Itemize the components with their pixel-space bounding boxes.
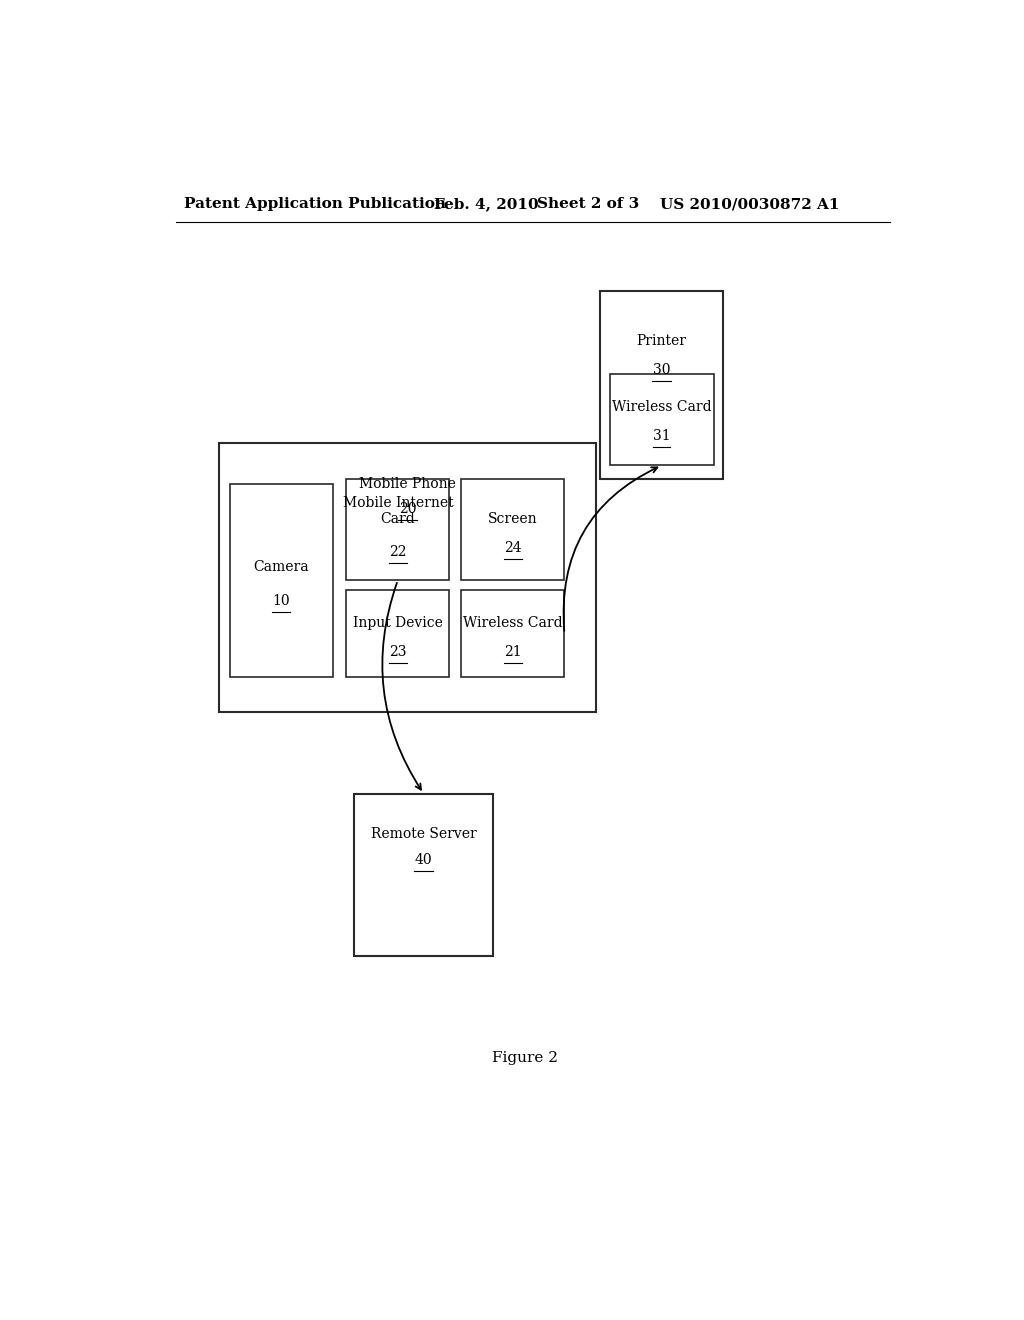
Text: Printer: Printer — [637, 334, 687, 348]
Text: 10: 10 — [272, 594, 290, 607]
Text: 23: 23 — [389, 645, 407, 659]
Text: 22: 22 — [389, 545, 407, 558]
Text: Patent Application Publication: Patent Application Publication — [183, 197, 445, 211]
Text: Sheet 2 of 3: Sheet 2 of 3 — [537, 197, 639, 211]
Text: US 2010/0030872 A1: US 2010/0030872 A1 — [659, 197, 840, 211]
Text: 31: 31 — [653, 429, 671, 444]
Text: 40: 40 — [415, 853, 432, 867]
Text: Camera: Camera — [253, 560, 309, 574]
Text: 20: 20 — [399, 502, 417, 516]
Text: Remote Server: Remote Server — [371, 828, 476, 841]
Text: 21: 21 — [504, 645, 521, 659]
Text: Mobile Internet
Card: Mobile Internet Card — [342, 496, 454, 527]
FancyBboxPatch shape — [229, 483, 333, 677]
FancyBboxPatch shape — [609, 374, 714, 466]
FancyBboxPatch shape — [461, 479, 564, 581]
Text: 24: 24 — [504, 541, 521, 554]
FancyBboxPatch shape — [354, 793, 494, 956]
Text: 30: 30 — [653, 363, 671, 376]
FancyBboxPatch shape — [461, 590, 564, 677]
Text: Figure 2: Figure 2 — [492, 1051, 558, 1065]
FancyBboxPatch shape — [600, 290, 723, 479]
Text: Screen: Screen — [488, 512, 538, 527]
Text: Wireless Card: Wireless Card — [463, 616, 563, 631]
FancyBboxPatch shape — [346, 590, 450, 677]
Text: Feb. 4, 2010: Feb. 4, 2010 — [433, 197, 539, 211]
Text: Input Device: Input Device — [353, 616, 442, 631]
Text: Mobile Phone: Mobile Phone — [359, 477, 456, 491]
FancyBboxPatch shape — [219, 444, 596, 713]
FancyBboxPatch shape — [346, 479, 450, 581]
Text: Wireless Card: Wireless Card — [612, 400, 712, 414]
